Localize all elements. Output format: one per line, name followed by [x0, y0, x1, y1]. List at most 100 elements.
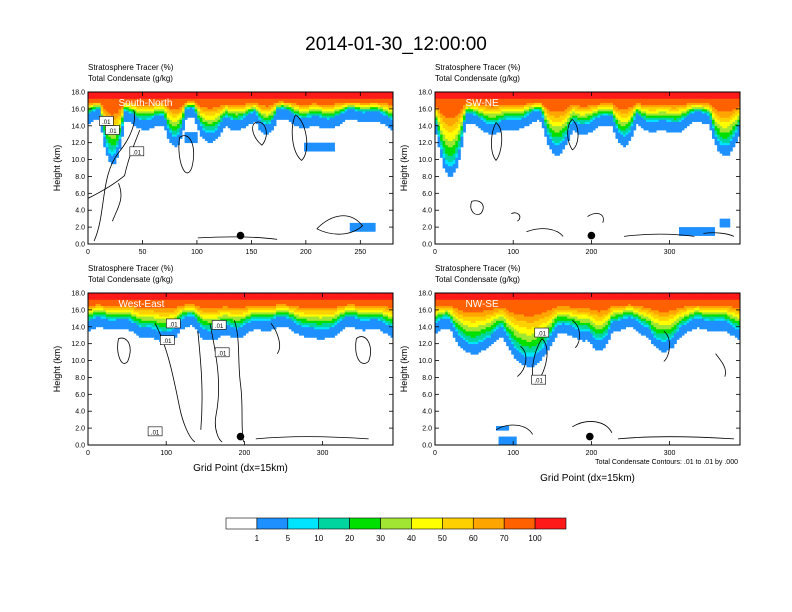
- tracer-cell: [95, 320, 99, 323]
- tracer-cell: [154, 94, 158, 97]
- tracer-cell: [365, 229, 368, 232]
- tracer-cell: [113, 113, 117, 116]
- tracer-cell: [719, 94, 723, 97]
- tracer-cell: [498, 119, 502, 122]
- tracer-cell: [475, 123, 479, 127]
- tracer-cell: [375, 96, 379, 99]
- tracer-cell: [184, 106, 188, 110]
- tracer-cell: [572, 108, 576, 112]
- tracer-cell: [645, 117, 649, 120]
- tracer-cell: [485, 111, 489, 114]
- tracer-cell: [385, 115, 389, 118]
- tracer-cell: [370, 119, 374, 122]
- tracer-cell: [572, 96, 576, 99]
- tracer-cell: [468, 96, 471, 99]
- tracer-cell: [658, 102, 662, 106]
- tracer-cell: [478, 113, 482, 116]
- tracer-cell: [562, 106, 566, 110]
- tracer-cell: [445, 159, 449, 163]
- tracer-cell: [349, 108, 353, 112]
- tracer-cell: [149, 121, 152, 125]
- tracer-cell: [332, 117, 335, 120]
- tracer-cell: [462, 130, 466, 133]
- tracer-cell: [314, 102, 318, 106]
- tracer-cell: [714, 119, 718, 122]
- tracer-cell: [207, 130, 211, 133]
- tracer-cell: [141, 104, 145, 108]
- tracer-cell: [719, 138, 723, 141]
- tracer-cell: [699, 115, 703, 118]
- tracer-cell: [197, 100, 201, 103]
- tracer-cell: [382, 113, 386, 116]
- tracer-cell: [329, 121, 333, 125]
- tracer-cell: [709, 121, 713, 125]
- tracer-cell: [701, 119, 705, 122]
- tracer-cell: [582, 111, 586, 114]
- tracer-cell: [301, 113, 305, 116]
- tracer-cell: [278, 106, 282, 110]
- tracer-cell: [121, 134, 124, 137]
- tracer-cell: [727, 142, 731, 146]
- tracer-cell: [276, 98, 280, 101]
- tracer-cell: [309, 106, 313, 110]
- tracer-cell: [332, 106, 335, 110]
- tracer-cell: [265, 106, 269, 110]
- tracer-cell: [123, 104, 127, 108]
- tracer-cell: [612, 102, 616, 106]
- tracer-cell: [192, 104, 196, 108]
- tracer-cell: [686, 229, 690, 232]
- tracer-cell: [490, 123, 494, 127]
- tracer-cell: [215, 94, 219, 97]
- tracer-cell: [554, 98, 558, 101]
- tracer-cell: [437, 125, 441, 129]
- tracer-cell: [217, 100, 221, 103]
- location-marker: [587, 231, 596, 240]
- tracer-cell: [365, 94, 368, 97]
- tracer-cell: [339, 98, 343, 101]
- tracer-cell: [719, 127, 723, 131]
- tracer-cell: [95, 92, 99, 95]
- tracer-cell: [618, 119, 621, 122]
- tracer-cell: [166, 111, 170, 114]
- tracer-cell: [460, 134, 464, 137]
- tracer-cell: [732, 119, 736, 122]
- tracer-cell: [105, 111, 109, 114]
- tracer-cell: [245, 108, 249, 112]
- tracer-cell: [554, 142, 558, 146]
- tracer-cell: [485, 92, 489, 95]
- tracer-cell: [169, 121, 173, 125]
- tracer-cell: [719, 113, 723, 116]
- tracer-cell: [143, 127, 147, 131]
- tracer-cell: [648, 119, 652, 122]
- tracer-cell: [737, 106, 741, 110]
- tracer-cell: [706, 102, 710, 106]
- tracer-cell: [202, 125, 206, 129]
- tracer-cell: [513, 108, 517, 112]
- tracer-cell: [192, 94, 196, 97]
- tracer-cell: [727, 144, 731, 148]
- tracer-cell: [536, 100, 540, 103]
- tracer-cell: [375, 119, 379, 122]
- tracer-cell: [562, 132, 566, 135]
- tracer-cell: [470, 119, 474, 122]
- tracer-cell: [488, 121, 492, 125]
- tracer-cell: [105, 92, 109, 95]
- tracer-cell: [332, 146, 335, 150]
- tracer-cell: [314, 94, 318, 97]
- tracer-cell: [676, 127, 680, 131]
- tracer-cell: [737, 92, 741, 95]
- tracer-cell: [681, 119, 685, 122]
- tracer-cell: [128, 111, 132, 114]
- tracer-cell: [597, 123, 601, 127]
- tracer-cell: [737, 121, 741, 125]
- tracer-cell: [263, 92, 267, 95]
- tracer-cell: [286, 111, 290, 114]
- tracer-cell: [118, 132, 122, 135]
- tracer-cell: [273, 108, 277, 112]
- tracer-cell: [709, 113, 713, 116]
- tracer-cell: [584, 115, 588, 118]
- tracer-cell: [143, 119, 147, 122]
- contour-line: [291, 114, 308, 161]
- tracer-cell: [640, 119, 644, 122]
- tracer-cell: [210, 104, 213, 108]
